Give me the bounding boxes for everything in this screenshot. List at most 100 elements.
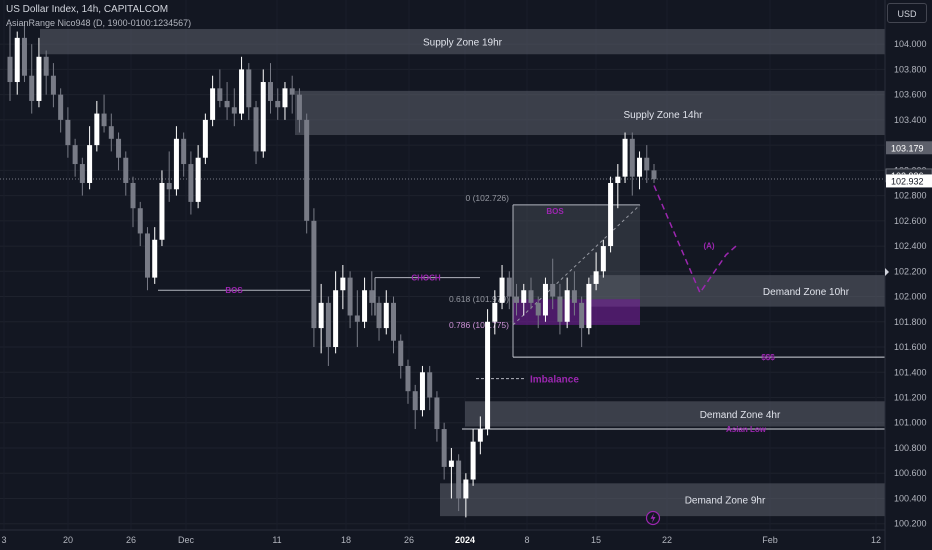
candle-body [448, 460, 454, 467]
zone-boxes: Supply Zone 19hr Supply Zone 14hr Demand Z… [40, 29, 885, 517]
candle-body [318, 302, 324, 329]
candle-body [644, 157, 650, 171]
candle-body [202, 119, 208, 158]
candle-body [87, 145, 93, 183]
candle-body [65, 119, 71, 146]
candle-body [427, 372, 433, 398]
x-tick-label: 26 [404, 535, 414, 545]
y-tick-label: 102.200 [894, 266, 927, 276]
asian-low-label: Asian Low [726, 425, 767, 434]
x-tick-label: 22 [662, 535, 672, 545]
zone-label: Supply Zone 14hr [624, 110, 704, 121]
zone-box [440, 483, 885, 517]
candle-body [289, 88, 295, 95]
chart-title: US Dollar Index, 14h, CAPITALCOM [6, 4, 169, 15]
y-tick-label: 101.000 [894, 418, 927, 428]
zone-label: Demand Zone 10hr [763, 287, 850, 298]
candle-body [333, 290, 339, 348]
x-tick-label: Dec [178, 535, 195, 545]
candle-body [21, 37, 27, 76]
price-label-text: 102.932 [891, 176, 924, 186]
candle-body [282, 88, 288, 108]
candle-body [405, 365, 411, 392]
y-tick-label: 100.400 [894, 493, 927, 503]
annotations [645, 510, 661, 526]
candle-body [166, 182, 172, 190]
candle-body [144, 233, 150, 278]
y-tick-label: 102.800 [894, 191, 927, 201]
zone-box [295, 90, 885, 136]
x-tick-label: 20 [63, 535, 73, 545]
y-tick-label: 101.200 [894, 393, 927, 403]
indicator-label: AsianRange Nico948 (D, 1900-0100:1234567… [6, 18, 192, 28]
x-tick-label: 12 [871, 535, 881, 545]
fibonacci-box: 0 (102.726) 0.618 (101.979) 0.786 (101.775… [449, 193, 641, 358]
y-tick-label: 100.800 [894, 443, 927, 453]
candle-body [173, 138, 179, 190]
candle-body [231, 107, 237, 114]
y-tick-label: 103.800 [894, 64, 927, 74]
time-axis[interactable]: 3 20 26 Dec 11 18 26 2024 8 15 22 Feb 12 [0, 529, 885, 545]
zone-box [40, 29, 885, 55]
y-tick-label: 101.600 [894, 342, 927, 352]
currency-button[interactable]: USD [887, 3, 927, 23]
y-tick-label: 103.400 [894, 115, 927, 125]
zone-box [465, 401, 885, 427]
candle-body [159, 182, 165, 240]
fib-golden-zone [513, 299, 640, 325]
wave-a-label: (A) [703, 242, 714, 251]
candle-body [369, 290, 375, 303]
price-axis[interactable]: 104.000103.800103.600103.400103.200103.0… [884, 0, 927, 550]
projection-path: (A) [653, 185, 737, 295]
y-tick-label: 104.000 [894, 39, 927, 49]
bos-left-label: BOS [225, 286, 243, 295]
candle-body [267, 82, 273, 101]
fib-618-label: 0.618 (101.979) [449, 294, 509, 304]
x-tick-label: Feb [762, 535, 778, 545]
candle-body [434, 397, 440, 430]
y-tick-label: 102.600 [894, 216, 927, 226]
candle-body [152, 239, 158, 278]
y-tick-label: 102.400 [894, 241, 927, 251]
candle-body [354, 315, 360, 322]
candle-body [622, 138, 628, 177]
y-tick-label: 102.000 [894, 292, 927, 302]
candle-body [239, 69, 245, 114]
candle-body [593, 271, 599, 284]
candle-body [456, 460, 462, 499]
candle-body [347, 277, 353, 316]
candle-body [506, 277, 512, 297]
candle-body [14, 37, 20, 83]
candle-body [325, 302, 331, 348]
candle-body [123, 157, 129, 183]
y-tick-label: 101.800 [894, 317, 927, 327]
candle-body [210, 88, 216, 120]
candle-body [615, 176, 621, 183]
candle-body [188, 164, 194, 202]
candle-body [651, 170, 657, 180]
candle-body [7, 56, 13, 83]
x-tick-label: 3 [1, 535, 6, 545]
candle-body [564, 290, 570, 322]
candle-body [260, 82, 266, 152]
candle-body [376, 302, 382, 329]
candle-body [499, 277, 505, 303]
candle-body [637, 157, 643, 177]
candle-body [441, 429, 447, 467]
x-tick-label: 15 [591, 535, 601, 545]
candle-body [514, 296, 520, 303]
y-tick-label: 103.600 [894, 90, 927, 100]
candle-body [253, 107, 259, 152]
candle-body [550, 283, 556, 297]
axis-marker [885, 268, 889, 276]
x-tick-label: 18 [341, 535, 351, 545]
imbalance-label: Imbalance [530, 375, 579, 386]
fib-box [513, 204, 640, 300]
candle-body [94, 113, 100, 146]
candle-body [311, 220, 317, 329]
y-tick-label: 100.600 [894, 468, 927, 478]
choch-label: CHOCH [411, 274, 441, 283]
candle-body [72, 145, 78, 165]
fib-diagonal [512, 204, 641, 326]
